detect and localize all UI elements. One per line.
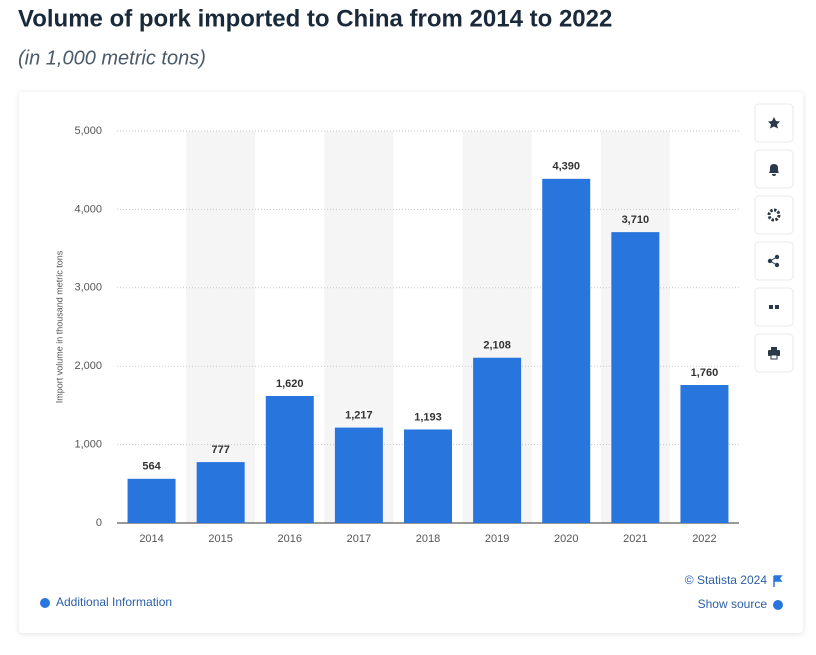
credit[interactable]: © Statista 2024 — [685, 573, 768, 587]
value-label: 564 — [142, 461, 161, 473]
value-label: 1,620 — [276, 378, 304, 390]
x-tick-label: 2015 — [208, 533, 232, 545]
x-tick-label: 2019 — [485, 533, 509, 545]
value-label: 2,108 — [483, 340, 511, 352]
bar — [334, 427, 383, 523]
x-tick-label: 2017 — [347, 533, 371, 545]
additional-information[interactable]: Additional Information — [56, 595, 172, 609]
flag-icon — [773, 575, 783, 587]
bar — [542, 178, 591, 523]
y-tick-label: 4,000 — [74, 203, 102, 215]
quote-icon — [769, 305, 779, 309]
y-axis-label: Import volume in thousand metric tons — [54, 250, 64, 403]
cite-button[interactable] — [754, 287, 794, 327]
info-icon — [40, 598, 50, 608]
gear-icon — [767, 208, 781, 222]
band-shade — [186, 131, 256, 523]
bar — [473, 357, 522, 523]
toolbar — [754, 103, 794, 373]
bar — [127, 478, 176, 523]
plot: 0 1,000 2,000 3,000 4,000 5,000 2014 564 2015 777… — [74, 125, 739, 545]
value-label: 1,217 — [345, 409, 373, 421]
value-label: 1,760 — [691, 367, 719, 379]
bar — [404, 429, 452, 523]
bar — [265, 395, 314, 523]
bar — [680, 385, 729, 523]
chart-subtitle: (in 1,000 metric tons) — [18, 47, 206, 69]
show-source[interactable]: Show source — [698, 597, 768, 611]
y-tick-label: 0 — [96, 517, 102, 529]
star-icon — [768, 117, 780, 129]
bell-icon — [769, 164, 779, 176]
y-tick-label: 2,000 — [74, 360, 102, 372]
value-label: 777 — [211, 444, 229, 456]
card — [19, 92, 803, 633]
print-icon — [768, 347, 780, 360]
x-tick-label: 2021 — [623, 533, 647, 545]
x-tick-label: 2022 — [692, 533, 716, 545]
chart-title: Volume of pork imported to China from 20… — [18, 5, 612, 32]
x-tick-label: 2014 — [139, 533, 163, 545]
value-label: 3,710 — [622, 214, 650, 226]
share-button[interactable] — [754, 241, 794, 281]
x-tick-label: 2020 — [554, 533, 578, 545]
x-tick-label: 2018 — [416, 533, 440, 545]
value-label: 4,390 — [552, 161, 580, 173]
y-tick-label: 5,000 — [74, 125, 102, 137]
y-tick-label: 3,000 — [74, 282, 102, 294]
settings-button[interactable] — [754, 195, 794, 235]
bar — [611, 232, 660, 524]
bar — [196, 462, 245, 523]
y-tick-label: 1,000 — [74, 439, 102, 451]
x-tick-label: 2016 — [278, 533, 302, 545]
value-label: 1,193 — [414, 411, 442, 423]
share-icon — [767, 254, 780, 268]
source-icon — [773, 600, 783, 610]
